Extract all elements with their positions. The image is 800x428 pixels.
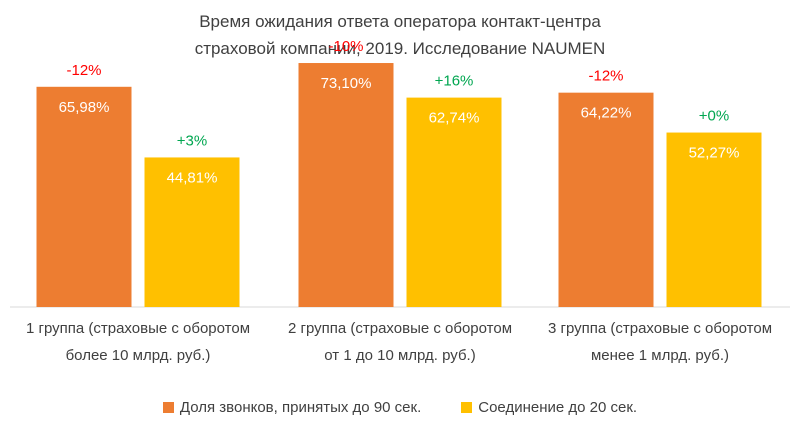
legend-item-calls-90s: Доля звонков, принятых до 90 сек. [162, 398, 422, 416]
category-label-g1-line2: более 10 млрд. руб.) [66, 347, 211, 364]
value-label-s1-g3: 64,22% [581, 105, 632, 122]
category-label-g3-line2: менее 1 млрд. руб.) [591, 347, 729, 364]
bar-s1-g3 [558, 92, 654, 308]
bar-s2-g2 [406, 97, 502, 307]
category-label-g3-line1: 3 группа (страховые с оборотом [548, 320, 772, 337]
legend-label-calls-90s: Доля звонков, принятых до 90 сек. [179, 398, 422, 416]
legend-swatch-orange [162, 401, 174, 413]
bar-s2-g3 [666, 132, 762, 307]
value-label-s2-g3: 52,27% [689, 145, 740, 162]
legend-label-connection-20s: Соединение до 20 сек. [478, 398, 638, 416]
change-label-s2-g1: +3% [177, 132, 207, 149]
bar-s1-g2 [298, 63, 394, 308]
value-label-s2-g2: 62,74% [429, 110, 480, 127]
bar-s2-g1 [144, 157, 240, 307]
chart-title-line-1: Время ожидания ответа оператора контакт-… [199, 12, 601, 31]
change-label-s1-g2: -10% [328, 38, 363, 55]
change-label-s2-g2: +16% [435, 73, 474, 90]
legend-item-connection-20s: Соединение до 20 сек. [461, 399, 637, 416]
chart-title-line-2: страховой компании, 2019. Исследование N… [195, 39, 606, 58]
value-label-s2-g1: 44,81% [167, 169, 218, 186]
category-label-g1-line1: 1 группа (страховые с оборотом [26, 320, 250, 337]
change-label-s1-g1: -12% [66, 62, 101, 79]
legend: Доля звонков, принятых до 90 сек. Соедин… [0, 396, 800, 418]
value-label-s1-g2: 73,10% [321, 75, 372, 92]
category-label-g2-line2: от 1 до 10 млрд. руб.) [324, 347, 475, 364]
change-label-s2-g3: +0% [699, 108, 729, 125]
legend-swatch-yellow [461, 401, 473, 413]
category-labels: 1 группа (страховые с оборотом более 10 м… [26, 320, 772, 364]
value-label-s1-g1: 65,98% [59, 99, 110, 116]
bars-group: 65,98% -12% 73,10% -10% 64,22% -12% 44,81% +3% 6… [36, 38, 762, 308]
bar-s1-g1 [36, 86, 132, 307]
category-label-g2-line1: 2 группа (страховые с оборотом [288, 320, 512, 337]
change-label-s1-g3: -12% [588, 68, 623, 85]
